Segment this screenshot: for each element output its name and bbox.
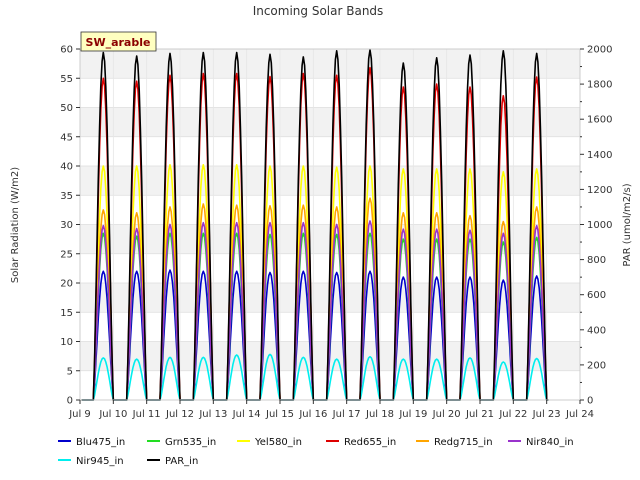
- y2-tick-label: 1000: [587, 220, 612, 231]
- background-band: [80, 49, 580, 79]
- background-band: [80, 107, 580, 137]
- legend-label: Yel580_in: [254, 437, 302, 448]
- y-tick-label: 30: [60, 220, 73, 231]
- legend: Blu475_in Grn535_in Yel580_in Red655_in Redg…: [58, 437, 574, 467]
- y2-axis-title: PAR (umol/m2/s): [622, 183, 633, 266]
- x-tick-label: Jul 20: [432, 409, 461, 420]
- legend-label: Nir945_in: [76, 456, 124, 467]
- y2-tick-label: 600: [587, 290, 606, 301]
- legend-label: PAR_in: [165, 456, 198, 467]
- x-tick-label: Jul 13: [198, 409, 227, 420]
- y-axis-left: 0 5 10 15 20 25 30 35 40 45 50 55 60: [60, 45, 80, 407]
- y2-tick-label: 1800: [587, 80, 612, 91]
- y2-tick-label: 800: [587, 255, 606, 266]
- y-tick-label: 0: [67, 396, 73, 407]
- y-axis-title: Solar Radiation (W/m2): [10, 167, 21, 283]
- y-tick-label: 5: [67, 366, 73, 377]
- background-band: [80, 166, 580, 196]
- y-tick-label: 40: [60, 162, 73, 173]
- x-tick-label: Jul 23: [532, 409, 561, 420]
- y2-tick-label: 2000: [587, 45, 612, 56]
- site-label-box: SW_arable: [80, 31, 157, 52]
- y-tick-label: 45: [60, 132, 73, 143]
- y2-tick-label: 400: [587, 325, 606, 336]
- legend-label: Nir840_in: [526, 437, 574, 448]
- y2-tick-label: 0: [587, 396, 593, 407]
- y2-tick-label: 1400: [587, 150, 612, 161]
- y2-tick-label: 200: [587, 360, 606, 371]
- chart-title: Incoming Solar Bands: [253, 4, 384, 18]
- x-tick-label: Jul 17: [332, 409, 361, 420]
- legend-label: Red655_in: [344, 437, 396, 448]
- y-tick-label: 35: [60, 191, 73, 202]
- y-tick-label: 55: [60, 74, 73, 85]
- x-tick-label: Jul 22: [498, 409, 527, 420]
- site-label-background: [80, 31, 157, 52]
- legend-label: Redg715_in: [434, 437, 493, 448]
- y2-tick-label: 1200: [587, 185, 612, 196]
- y-tick-label: 20: [60, 279, 73, 290]
- x-tick-label: Jul 18: [365, 409, 394, 420]
- x-tick-label: Jul 19: [398, 409, 427, 420]
- x-tick-label: Jul 9: [68, 409, 91, 420]
- x-tick-label: Jul 24: [565, 409, 594, 420]
- y-tick-label: 15: [60, 308, 73, 319]
- y-tick-label: 60: [60, 45, 73, 56]
- y-tick-label: 10: [60, 337, 73, 348]
- x-tick-label: Jul 14: [232, 409, 261, 420]
- x-tick-label: Jul 21: [465, 409, 494, 420]
- y-tick-label: 25: [60, 249, 73, 260]
- x-tick-label: Jul 12: [165, 409, 194, 420]
- x-axis: Jul 9 Jul 10 Jul 11 Jul 12 Jul 13 Jul 14 Jul 1…: [68, 400, 594, 420]
- x-tick-label: Jul 15: [265, 409, 294, 420]
- y-tick-label: 50: [60, 103, 73, 114]
- y2-tick-label: 1600: [587, 115, 612, 126]
- x-tick-label: Jul 10: [98, 409, 127, 420]
- legend-label: Blu475_in: [76, 437, 125, 448]
- legend-label: Grn535_in: [165, 437, 216, 448]
- x-tick-label: Jul 11: [132, 409, 161, 420]
- site-label: SW_arable: [86, 36, 151, 49]
- y-axis-right: 0 200 400 600 800 1000 1200 1400 1600 1800 2000: [580, 45, 612, 407]
- x-tick-label: Jul 16: [298, 409, 327, 420]
